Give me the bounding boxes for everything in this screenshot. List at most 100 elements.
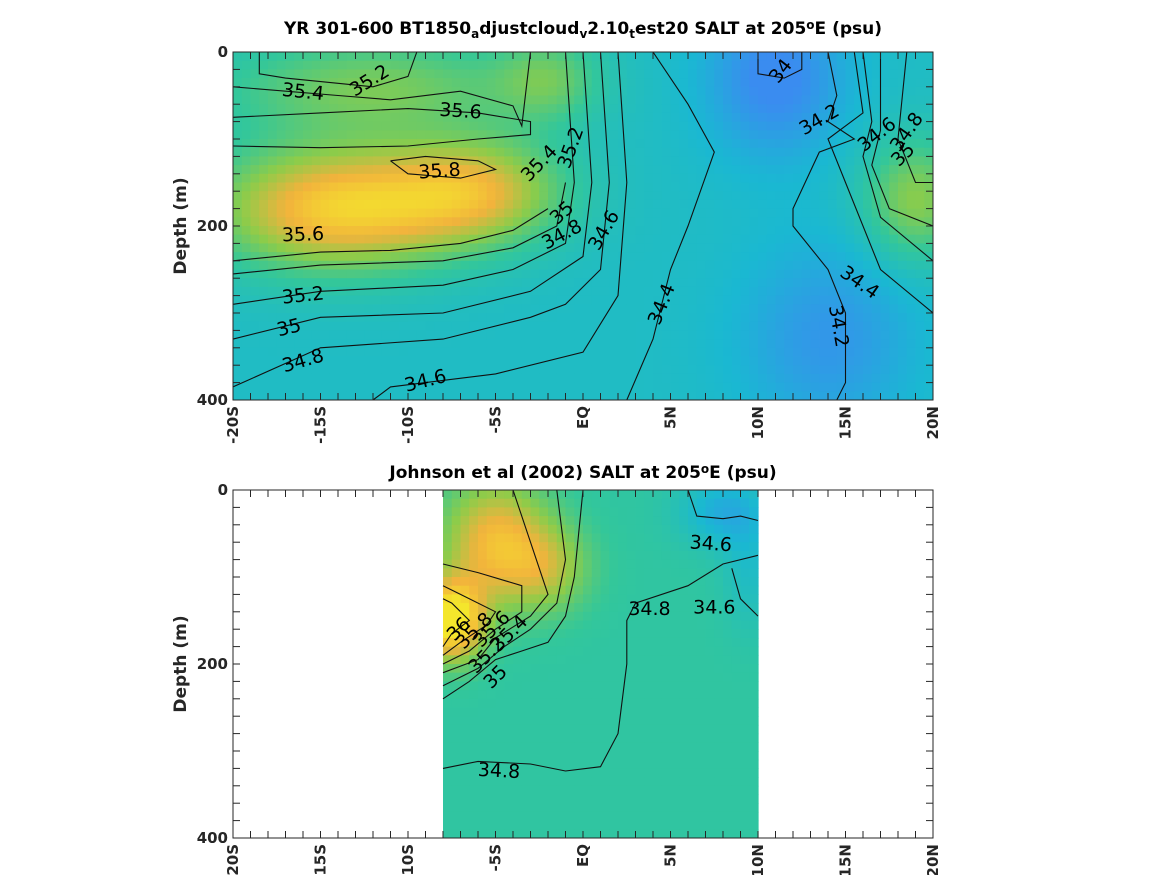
model-field-cell bbox=[819, 156, 829, 166]
model-field-cell bbox=[355, 182, 365, 192]
johnson-field-cell bbox=[661, 637, 672, 648]
johnson-field-cell bbox=[644, 742, 654, 752]
model-field-cell bbox=[775, 165, 785, 175]
model-field-cell bbox=[233, 321, 243, 331]
model-field-cell bbox=[548, 321, 558, 331]
johnson-field-cell bbox=[653, 794, 663, 804]
model-field-cell bbox=[696, 104, 707, 114]
model-field-cell bbox=[241, 130, 252, 140]
johnson-field-cell bbox=[451, 733, 462, 743]
model-field-cell bbox=[731, 86, 742, 97]
model-field-cell bbox=[268, 321, 278, 331]
model-field-cell bbox=[469, 95, 479, 105]
model-field-cell bbox=[451, 191, 462, 201]
johnson-field-cell bbox=[530, 507, 540, 517]
johnson-field-cell bbox=[661, 724, 672, 735]
johnson-field-cell bbox=[565, 585, 575, 595]
johnson-field-cell bbox=[460, 672, 470, 682]
johnson-field-cell bbox=[714, 490, 724, 500]
johnson-field-cell bbox=[460, 655, 470, 665]
model-field-cell bbox=[434, 243, 444, 253]
johnson-field-cell bbox=[574, 698, 584, 709]
johnson-field-cell bbox=[565, 742, 575, 752]
model-field-cell bbox=[443, 165, 453, 175]
johnson-field-cell bbox=[679, 811, 689, 822]
model-field-cell bbox=[329, 321, 339, 331]
model-field-cell bbox=[408, 95, 418, 105]
model-field-cell bbox=[574, 104, 584, 114]
model-field-cell bbox=[268, 330, 278, 340]
model-field-cell bbox=[696, 382, 707, 392]
model-field-cell bbox=[364, 304, 374, 314]
model-field-cell bbox=[548, 295, 558, 305]
model-field-cell bbox=[364, 330, 374, 340]
model-field-cell bbox=[775, 217, 785, 227]
model-field-cell bbox=[696, 147, 707, 157]
model-field-cell bbox=[338, 356, 348, 366]
johnson-field-cell bbox=[626, 820, 637, 830]
model-field-cell bbox=[355, 373, 365, 384]
model-field-cell bbox=[723, 112, 733, 123]
model-field-cell bbox=[294, 173, 304, 184]
model-field-cell bbox=[749, 304, 759, 314]
model-field-cell bbox=[486, 199, 497, 210]
model-field-cell bbox=[478, 217, 488, 227]
model-field-cell bbox=[513, 217, 523, 227]
model-field-cell bbox=[845, 156, 855, 166]
model-field-cell bbox=[679, 60, 689, 70]
johnson-field-cell bbox=[644, 707, 654, 717]
model-field-cell bbox=[784, 69, 794, 79]
johnson-field-cell bbox=[486, 533, 497, 543]
model-field-cell bbox=[854, 86, 864, 97]
model-field-cell bbox=[793, 321, 803, 331]
model-field-cell bbox=[749, 234, 759, 244]
johnson-field-cell bbox=[653, 751, 663, 761]
johnson-field-cell bbox=[644, 724, 654, 735]
model-field-cell bbox=[259, 173, 269, 184]
johnson-field-cell bbox=[688, 811, 698, 822]
johnson-field-cell bbox=[644, 637, 654, 648]
model-field-cell bbox=[898, 226, 908, 236]
johnson-field-cell bbox=[451, 620, 462, 630]
model-field-cell bbox=[408, 52, 418, 62]
model-field-cell bbox=[749, 130, 759, 140]
model-field-cell bbox=[723, 373, 733, 384]
model-field-cell bbox=[775, 278, 785, 288]
model-field-cell bbox=[679, 182, 689, 192]
model-panel-title: YR 301-600 BT1850adjustcloudv2.10test20 … bbox=[283, 18, 882, 42]
model-field-cell bbox=[898, 208, 908, 218]
model-field-cell bbox=[268, 147, 278, 157]
model-field-cell bbox=[775, 52, 785, 62]
model-field-cell bbox=[609, 69, 619, 79]
model-field-cell bbox=[303, 95, 313, 105]
model-field-cell bbox=[434, 313, 444, 323]
johnson-field-cell bbox=[504, 811, 514, 822]
johnson-field-cell bbox=[670, 507, 680, 517]
johnson-field-cell bbox=[469, 768, 479, 778]
model-field-cell bbox=[688, 286, 698, 297]
johnson-field-cell bbox=[688, 524, 698, 535]
johnson-field-cell bbox=[618, 742, 628, 752]
model-field-cell bbox=[688, 112, 698, 123]
johnson-field-cell bbox=[670, 724, 680, 735]
johnson-field-cell bbox=[504, 716, 514, 726]
johnson-contour-label: 34.8 bbox=[477, 759, 520, 783]
johnson-field-cell bbox=[574, 751, 584, 761]
model-field-cell bbox=[775, 313, 785, 323]
model-field-cell bbox=[495, 69, 505, 79]
model-field-cell bbox=[381, 173, 392, 184]
johnson-field-cell bbox=[469, 742, 479, 752]
model-field-cell bbox=[478, 165, 488, 175]
johnson-field-cell bbox=[469, 507, 479, 517]
model-field-cell bbox=[644, 356, 654, 366]
model-field-cell bbox=[303, 252, 313, 262]
model-field-cell bbox=[346, 69, 357, 79]
model-field-cell bbox=[285, 165, 295, 175]
model-field-cell bbox=[513, 295, 523, 305]
model-field-cell bbox=[609, 104, 619, 114]
johnson-field-cell bbox=[635, 803, 645, 813]
johnson-field-cell bbox=[714, 716, 724, 726]
model-field-cell bbox=[241, 226, 252, 236]
johnson-field-cell bbox=[740, 524, 750, 535]
model-field-cell bbox=[574, 330, 584, 340]
